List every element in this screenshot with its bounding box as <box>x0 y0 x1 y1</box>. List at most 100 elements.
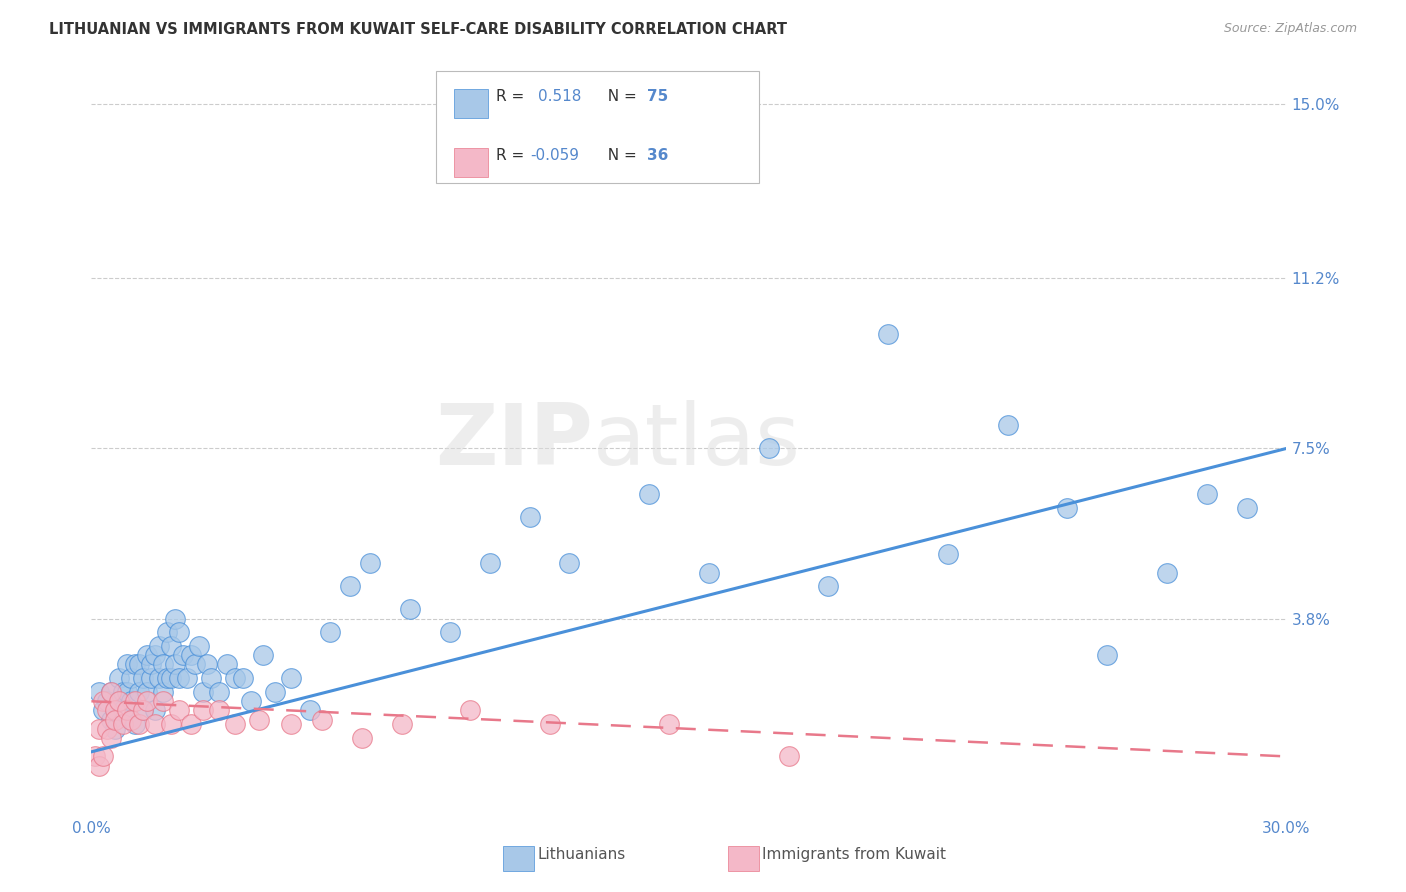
Point <box>180 717 202 731</box>
Point <box>658 717 681 731</box>
Point <box>115 703 138 717</box>
Text: ZIP: ZIP <box>436 400 593 483</box>
Text: LITHUANIAN VS IMMIGRANTS FROM KUWAIT SELF-CARE DISABILITY CORRELATION CHART: LITHUANIAN VS IMMIGRANTS FROM KUWAIT SEL… <box>49 22 787 37</box>
Point <box>1236 501 1258 516</box>
Point <box>132 703 155 717</box>
Point <box>167 625 190 640</box>
Point <box>163 611 186 625</box>
Point <box>128 685 150 699</box>
Point <box>143 703 166 717</box>
Point <box>247 713 270 727</box>
Point <box>108 694 131 708</box>
Point <box>180 648 202 663</box>
Point <box>936 547 959 561</box>
Point <box>352 731 374 745</box>
Text: N =: N = <box>598 148 641 163</box>
Point <box>84 749 107 764</box>
Point <box>152 657 174 672</box>
Point <box>167 671 190 685</box>
Point <box>160 671 183 685</box>
Point <box>280 671 302 685</box>
Point <box>778 749 800 764</box>
Point <box>191 703 214 717</box>
Point <box>152 685 174 699</box>
Point <box>167 703 190 717</box>
Point <box>399 602 422 616</box>
Point <box>191 685 214 699</box>
Point <box>100 713 122 727</box>
Point <box>104 722 127 736</box>
Point <box>124 717 146 731</box>
Text: Immigrants from Kuwait: Immigrants from Kuwait <box>762 847 946 863</box>
Point <box>120 694 142 708</box>
Text: R =: R = <box>496 89 534 104</box>
Text: 0.518: 0.518 <box>538 89 582 104</box>
Text: Source: ZipAtlas.com: Source: ZipAtlas.com <box>1223 22 1357 36</box>
Point <box>93 703 115 717</box>
Point <box>100 731 122 745</box>
Point <box>359 557 381 571</box>
Point <box>1195 487 1218 501</box>
Point <box>104 713 127 727</box>
Text: 36: 36 <box>647 148 668 163</box>
Point <box>208 685 231 699</box>
Point <box>112 717 135 731</box>
Point <box>239 694 262 708</box>
Point <box>817 579 839 593</box>
Point <box>160 639 183 653</box>
Point <box>311 713 333 727</box>
Point <box>96 703 118 717</box>
Text: Lithuanians: Lithuanians <box>537 847 626 863</box>
Point <box>172 648 194 663</box>
Point <box>638 487 661 501</box>
Point <box>96 722 118 736</box>
Point <box>124 694 146 708</box>
Point <box>538 717 561 731</box>
Point <box>188 639 211 653</box>
Point <box>132 671 155 685</box>
Point <box>478 557 501 571</box>
Point <box>120 713 142 727</box>
Point <box>128 657 150 672</box>
Point <box>208 703 231 717</box>
Point <box>100 685 122 699</box>
Point <box>160 717 183 731</box>
Point <box>136 685 159 699</box>
Point <box>93 749 115 764</box>
Point <box>263 685 285 699</box>
Point <box>224 717 246 731</box>
Point <box>758 442 780 456</box>
Point <box>141 657 162 672</box>
Point <box>148 639 170 653</box>
Text: N =: N = <box>598 89 641 104</box>
Point <box>439 625 461 640</box>
Point <box>519 510 541 524</box>
Point <box>224 671 246 685</box>
Point <box>877 326 900 341</box>
Point <box>339 579 361 593</box>
Point <box>143 717 166 731</box>
Point <box>152 694 174 708</box>
Point <box>112 703 135 717</box>
Point <box>112 685 135 699</box>
Point <box>232 671 254 685</box>
Point <box>143 648 166 663</box>
Text: -0.059: -0.059 <box>530 148 579 163</box>
Point <box>195 657 218 672</box>
Point <box>132 703 155 717</box>
Point <box>1097 648 1119 663</box>
Point <box>89 685 111 699</box>
Point <box>1056 501 1078 516</box>
Point <box>558 557 581 571</box>
Point <box>104 703 127 717</box>
Point <box>156 625 179 640</box>
Text: 75: 75 <box>647 89 668 104</box>
Point <box>89 722 111 736</box>
Point <box>93 694 115 708</box>
Point <box>115 657 138 672</box>
Point <box>458 703 481 717</box>
Point <box>141 671 162 685</box>
Text: R =: R = <box>496 148 530 163</box>
Point <box>391 717 413 731</box>
Point <box>280 717 302 731</box>
